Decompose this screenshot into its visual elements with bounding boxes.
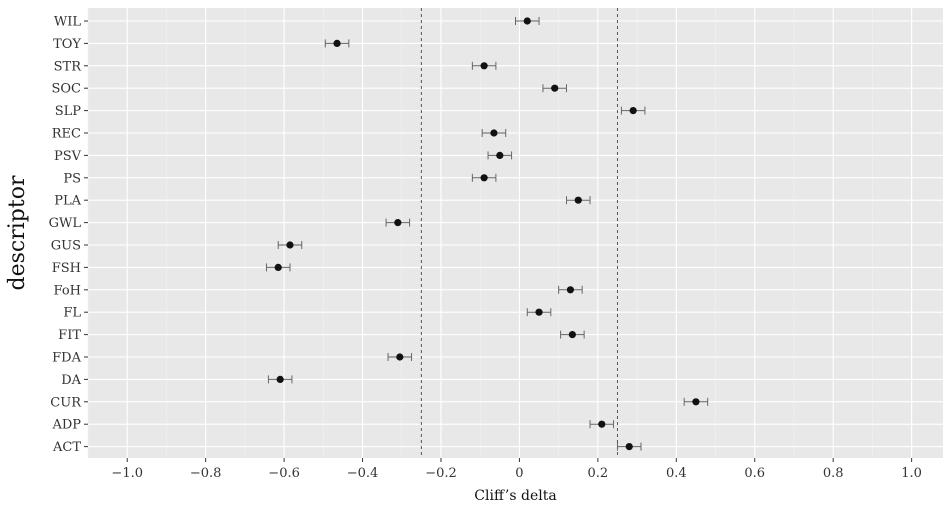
x-tick-label: 1.0 <box>901 466 922 481</box>
minor-gridlines <box>87 8 873 458</box>
point-gwl <box>394 219 402 227</box>
x-axis-ticks: −1.0 −0.8 −0.6 −0.4 −0.2 0 0.2 0.4 0.6 0.8 1.0 <box>111 458 922 481</box>
reference-lines <box>420 8 618 458</box>
point-fit <box>568 331 576 339</box>
x-tick-label: −0.2 <box>425 466 457 481</box>
x-tick-label: 0.4 <box>666 466 687 481</box>
y-tick-label: FIT <box>58 328 81 343</box>
y-tick-label: PSV <box>54 149 82 164</box>
x-tick-label: −0.8 <box>190 466 222 481</box>
y-tick-label: GUS <box>51 239 81 254</box>
data-points <box>274 17 700 451</box>
plot-panel <box>88 8 943 458</box>
point-wil <box>523 17 531 25</box>
major-gridlines <box>88 8 943 458</box>
point-act <box>625 443 633 451</box>
y-tick-label: SLP <box>55 104 82 119</box>
y-tick-label: PLA <box>54 194 81 209</box>
point-fda <box>396 353 404 361</box>
point-gus <box>286 241 294 249</box>
y-tick-label: ADP <box>51 418 81 433</box>
point-toy <box>333 39 341 48</box>
x-tick-label: 0.8 <box>823 466 844 481</box>
x-tick-label: −0.4 <box>347 466 379 481</box>
y-tick-label: CUR <box>50 395 82 410</box>
y-tick-label: TOY <box>53 37 81 52</box>
point-pla <box>574 196 582 204</box>
point-adp <box>598 420 606 428</box>
y-tick-label: FL <box>63 306 81 321</box>
x-tick-label: 0 <box>515 466 523 481</box>
point-psv <box>496 151 504 159</box>
y-tick-label: FSH <box>52 261 81 276</box>
point-ps <box>480 174 488 182</box>
x-tick-label: 0.6 <box>744 466 765 481</box>
point-slp <box>629 107 637 115</box>
point-fl <box>535 308 543 316</box>
y-axis-title: descriptor <box>5 175 30 290</box>
point-soc <box>551 84 559 92</box>
x-tick-label: 0.2 <box>588 466 609 481</box>
point-cur <box>692 398 700 406</box>
x-tick-label: −1.0 <box>111 466 143 481</box>
point-rec <box>490 129 498 137</box>
x-tick-label: −0.6 <box>268 466 300 481</box>
y-tick-label: FoH <box>54 283 81 298</box>
y-tick-label: ACT <box>52 440 81 455</box>
point-fsh <box>274 263 282 271</box>
y-tick-label: SOC <box>51 82 81 97</box>
y-tick-label: STR <box>54 59 83 74</box>
y-tick-label: REC <box>52 127 81 142</box>
y-tick-label: FDA <box>52 351 81 366</box>
point-da <box>276 375 284 383</box>
point-str <box>480 62 488 70</box>
y-axis-ticks: WIL TOY STR SOC SLP REC PSV PS PLA GWL GUS FSH FoH FL… <box>49 15 88 455</box>
y-tick-label: DA <box>61 373 81 388</box>
x-axis-title: Cliff’s delta <box>474 488 556 504</box>
y-tick-label: GWL <box>49 216 82 231</box>
y-tick-label: PS <box>63 171 81 186</box>
y-tick-label: WIL <box>54 15 81 30</box>
point-foh <box>566 286 575 294</box>
